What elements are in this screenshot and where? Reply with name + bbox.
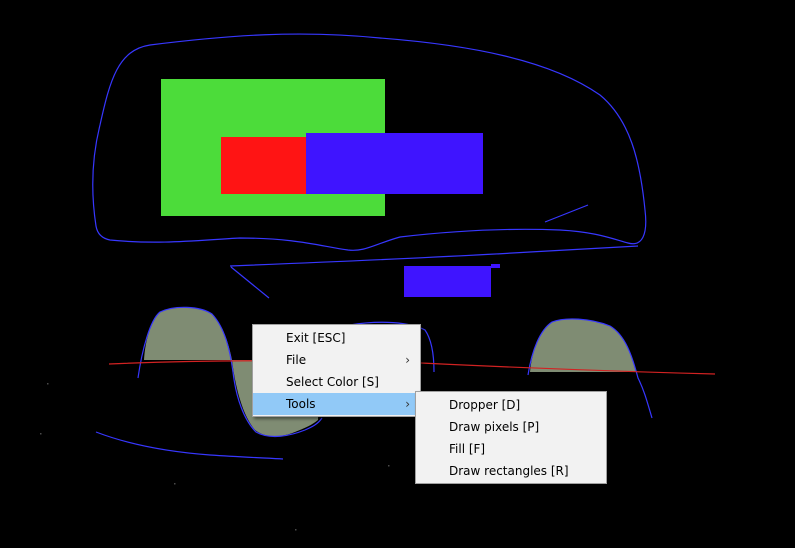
submenu-item-fill[interactable]: Fill [F] <box>416 438 606 460</box>
bottom-stroke <box>95 431 284 460</box>
submenu-item-label: Draw rectangles [R] <box>449 464 569 478</box>
pixel-dot <box>40 433 42 435</box>
freehand-stroke-lower <box>229 245 639 267</box>
tools-submenu: Dropper [D] Draw pixels [P] Fill [F] Dra… <box>415 391 607 484</box>
context-menu: Exit [ESC] File › Select Color [S] Tools… <box>252 324 421 417</box>
menu-item-select-color[interactable]: Select Color [S] <box>253 371 420 393</box>
submenu-item-draw-pixels[interactable]: Draw pixels [P] <box>416 416 606 438</box>
menu-item-label: File <box>286 353 307 367</box>
blue-rectangle <box>306 133 483 194</box>
menu-item-exit[interactable]: Exit [ESC] <box>253 327 420 349</box>
mid-stroke <box>349 321 435 373</box>
chevron-right-icon: › <box>405 397 410 411</box>
blue-rectangle-tab <box>491 264 500 268</box>
submenu-item-dropper[interactable]: Dropper [D] <box>416 394 606 416</box>
submenu-item-draw-rectangles[interactable]: Draw rectangles [R] <box>416 460 606 482</box>
freehand-stroke-inner <box>544 204 589 223</box>
pixel-dot <box>47 383 49 385</box>
menu-item-file[interactable]: File › <box>253 349 420 371</box>
pixel-dot <box>295 529 297 531</box>
pixel-dot <box>174 483 176 485</box>
chevron-right-icon: › <box>405 353 410 367</box>
menu-item-label: Exit [ESC] <box>286 331 346 345</box>
blue-rectangle-small <box>404 266 491 297</box>
hump-edge-left <box>137 306 323 438</box>
menu-item-tools[interactable]: Tools › <box>253 393 420 415</box>
menu-item-label: Select Color [S] <box>286 375 379 389</box>
hump-edge-right <box>527 318 653 419</box>
freehand-outline-stroke <box>92 33 647 251</box>
submenu-item-label: Fill [F] <box>449 442 486 456</box>
gray-fill-right <box>530 318 636 372</box>
menu-item-label: Tools <box>286 397 316 411</box>
pixel-dot <box>388 465 390 467</box>
submenu-item-label: Draw pixels [P] <box>449 420 540 434</box>
red-rectangle <box>221 137 309 194</box>
gray-fill-left <box>144 307 232 360</box>
freehand-stroke-diagonal <box>230 266 270 299</box>
submenu-item-label: Dropper [D] <box>449 398 521 412</box>
